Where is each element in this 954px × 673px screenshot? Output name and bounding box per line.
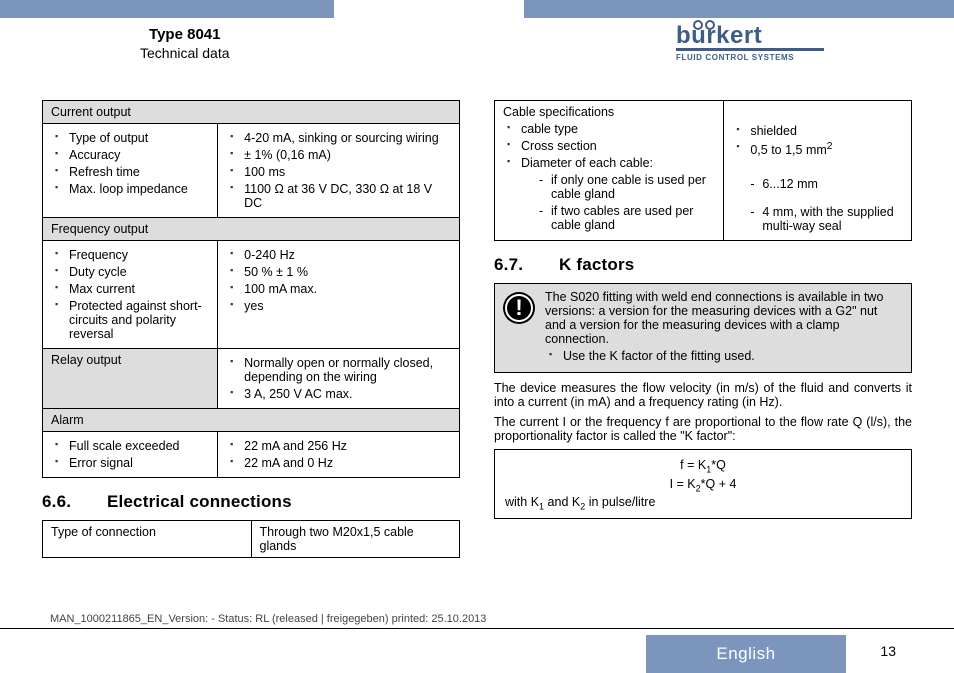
section-header: Cable specifications <box>503 105 614 119</box>
spec-label: Max current <box>55 282 209 296</box>
spec-label: Max. loop impedance <box>55 182 209 196</box>
section-header: Relay output <box>43 349 218 409</box>
language-tab: English <box>646 635 846 673</box>
right-column: Cable specifications cable type Cross se… <box>494 100 912 610</box>
formula-box: f = K1*Q I = K2*Q + 4 with K1 and K2 in … <box>494 449 912 519</box>
section-name: Electrical connections <box>107 492 292 511</box>
spec-sub-value: 4 mm, with the supplied multi-way seal <box>750 205 903 233</box>
brand-name: burkert <box>676 22 824 50</box>
spec-value: Normally open or normally closed, depend… <box>230 356 451 384</box>
spec-label: Type of output <box>55 131 209 145</box>
spec-label: Refresh time <box>55 165 209 179</box>
section-header: Frequency output <box>43 218 460 241</box>
formula-1: f = K1*Q <box>505 458 901 475</box>
page-number: 13 <box>880 643 896 659</box>
doc-type: Type 8041 <box>140 26 230 43</box>
section-header: Current output <box>43 101 460 124</box>
output-spec-table: Current output Type of output Accuracy R… <box>42 100 460 478</box>
body-text: The current I or the frequency f are pro… <box>494 415 912 443</box>
section-number: 6.6. <box>42 492 102 512</box>
spec-label: Error signal <box>55 456 209 470</box>
spec-value: 50 % ± 1 % <box>230 265 451 279</box>
spec-value: 0-240 Hz <box>230 248 451 262</box>
spec-value: ± 1% (0,16 mA) <box>230 148 451 162</box>
cable-spec-table: Cable specifications cable type Cross se… <box>494 100 912 241</box>
content-area: Current output Type of output Accuracy R… <box>42 100 912 610</box>
page-header: Type 8041 Technical data burkert FLUID C… <box>0 22 954 78</box>
formula-note: with K1 and K2 in pulse/litre <box>505 495 901 512</box>
header-tab-right <box>524 0 954 18</box>
doc-subtitle: Technical data <box>140 45 230 61</box>
note-text: The S020 fitting with weld end connectio… <box>545 290 901 346</box>
spec-value: 4-20 mA, sinking or sourcing wiring <box>230 131 451 145</box>
spec-value: 100 mA max. <box>230 282 451 296</box>
header-left: Type 8041 Technical data <box>140 26 230 61</box>
spec-label: Full scale exceeded <box>55 439 209 453</box>
spec-sub-label: if two cables are used per cable gland <box>539 204 715 232</box>
spec-label: Cross section <box>507 139 715 153</box>
spec-value: 1100 Ω at 36 V DC, 330 Ω at 18 V DC <box>230 182 451 210</box>
brand-logo: burkert FLUID CONTROL SYSTEMS <box>676 22 824 62</box>
spec-value: 22 mA and 0 Hz <box>230 456 451 470</box>
spec-value: 0,5 to 1,5 mm2 <box>736 141 903 157</box>
spec-value: shielded <box>736 124 903 138</box>
section-header: Alarm <box>43 409 460 432</box>
section-6-6-title: 6.6. Electrical connections <box>42 492 460 512</box>
spec-sub-label: if only one cable is used per cable glan… <box>539 173 715 201</box>
connection-table: Type of connection Through two M20x1,5 c… <box>42 520 460 558</box>
spec-label: Duty cycle <box>55 265 209 279</box>
spec-label: Type of connection <box>43 521 252 558</box>
spec-value: Through two M20x1,5 cable glands <box>251 521 460 558</box>
header-tab-left <box>0 0 334 18</box>
spec-label: cable type <box>507 122 715 136</box>
spec-label: Frequency <box>55 248 209 262</box>
page: Type 8041 Technical data burkert FLUID C… <box>0 0 954 673</box>
spec-value: yes <box>230 299 451 313</box>
section-6-7-title: 6.7. K factors <box>494 255 912 275</box>
formula-2: I = K2*Q + 4 <box>505 477 901 494</box>
spec-sub-value: 6...12 mm <box>750 177 903 191</box>
footer-meta: MAN_1000211865_EN_Version: - Status: RL … <box>50 613 486 625</box>
spec-label: Diameter of each cable: if only one cabl… <box>507 156 715 232</box>
note-bullet: Use the K factor of the fitting used. <box>549 349 901 363</box>
footer-rule <box>0 628 954 629</box>
spec-label: Protected against short-circuits and pol… <box>55 299 209 341</box>
left-column: Current output Type of output Accuracy R… <box>42 100 460 610</box>
section-number: 6.7. <box>494 255 554 275</box>
alert-icon: ! <box>503 292 535 324</box>
diam-label: Diameter of each cable: <box>521 156 653 170</box>
spec-value: 3 A, 250 V AC max. <box>230 387 451 401</box>
spec-label: Accuracy <box>55 148 209 162</box>
body-text: The device measures the flow velocity (i… <box>494 381 912 409</box>
spec-value: 22 mA and 256 Hz <box>230 439 451 453</box>
warning-note: ! The S020 fitting with weld end connect… <box>494 283 912 373</box>
spec-value: 100 ms <box>230 165 451 179</box>
brand-tagline: FLUID CONTROL SYSTEMS <box>676 53 824 62</box>
section-name: K factors <box>559 255 635 274</box>
